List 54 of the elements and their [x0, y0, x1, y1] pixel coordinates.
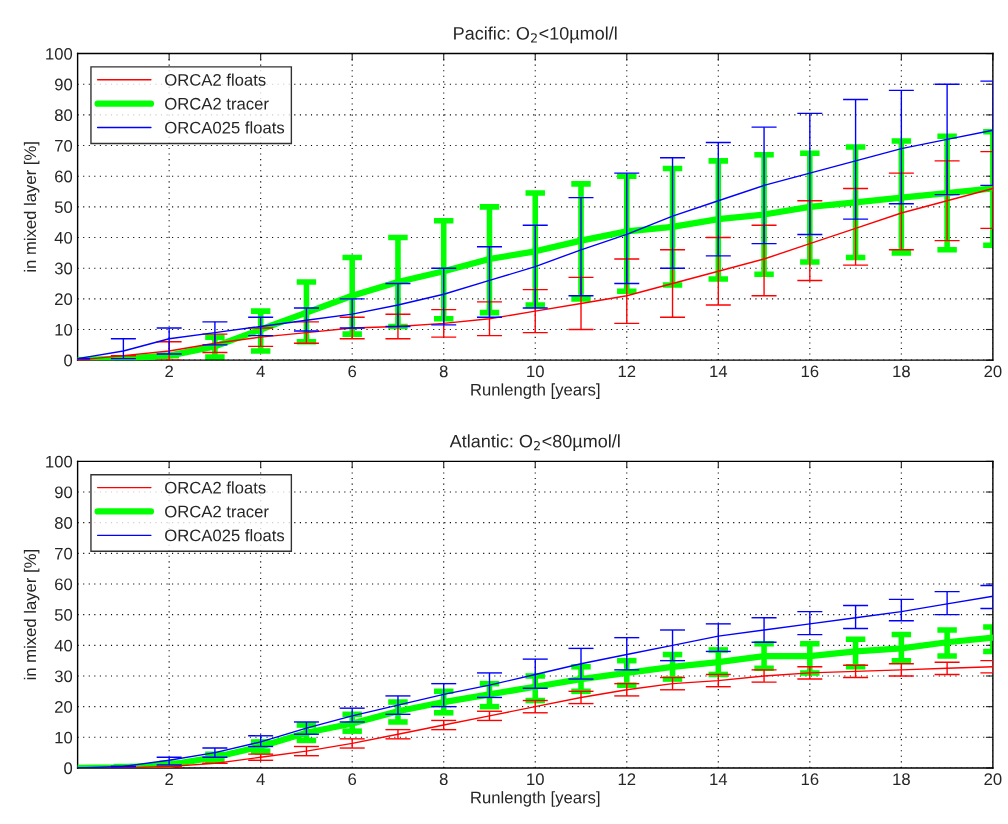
y-tick-label: 80	[54, 109, 73, 122]
x-tick-label: 12	[618, 365, 636, 378]
y-tick-label: 10	[55, 323, 73, 336]
x-tick-label: 2	[165, 773, 173, 785]
x-tick-label: 18	[893, 365, 910, 378]
x-tick-label: 14	[710, 773, 728, 785]
x-tick-label: 8	[439, 773, 448, 786]
x-tick-label: 2	[165, 365, 173, 378]
x-tick-label: 12	[618, 773, 636, 785]
x-tick-label: 14	[710, 365, 728, 378]
x-axis-title: Runlength [years]	[471, 791, 600, 807]
y-tick-label: 50	[54, 609, 73, 621]
legend-label: ORCA2 tracer	[165, 97, 269, 110]
legend-label: ORCA025 floats	[165, 529, 285, 542]
legend-label: ORCA025 floats	[165, 121, 285, 134]
x-tick-label: 20	[984, 365, 1002, 378]
y-tick-label: 30	[54, 670, 73, 683]
y-tick-label: 50	[54, 201, 73, 214]
y-tick-label: 0	[64, 762, 73, 775]
y-tick-label: 90	[55, 78, 73, 91]
chart-title: Pacific: O$_{2}$<10µmol/l	[454, 26, 617, 44]
legend-label: ORCA2 floats	[165, 481, 266, 494]
y-tick-label: 100	[46, 455, 73, 468]
y-axis-title: in mixed layer [%]	[23, 142, 40, 272]
x-tick-label: 16	[801, 365, 819, 378]
x-tick-label: 16	[801, 773, 819, 786]
legend-label: ORCA2 tracer	[165, 505, 269, 518]
y-tick-label: 70	[55, 547, 73, 560]
y-tick-label: 10	[55, 731, 73, 744]
x-tick-label: 6	[348, 365, 357, 378]
y-tick-label: 0	[64, 354, 73, 367]
x-tick-label: 20	[984, 773, 1002, 786]
x-tick-label: 10	[527, 773, 544, 786]
y-tick-label: 30	[54, 262, 73, 275]
x-tick-label: 4	[256, 773, 265, 785]
y-tick-label: 40	[54, 231, 73, 244]
y-tick-label: 20	[55, 293, 73, 306]
chart-title: Atlantic: O$_{2}$<80µmol/l	[449, 434, 620, 452]
y-tick-label: 20	[55, 701, 73, 713]
y-tick-label: 100	[46, 47, 73, 60]
x-axis-title: Runlength [years]	[471, 383, 600, 399]
y-axis-title: in mixed layer [%]	[23, 550, 40, 680]
y-tick-label: 80	[54, 517, 73, 529]
x-tick-label: 4	[256, 365, 265, 378]
x-tick-label: 8	[439, 365, 448, 378]
x-tick-label: 10	[527, 365, 544, 378]
y-tick-label: 60	[55, 578, 73, 591]
y-tick-label: 60	[55, 170, 73, 183]
y-tick-label: 70	[55, 139, 73, 152]
y-tick-label: 40	[54, 639, 73, 652]
x-tick-label: 18	[893, 773, 910, 786]
y-tick-label: 90	[55, 486, 73, 499]
x-tick-label: 6	[348, 773, 357, 786]
legend-label: ORCA2 floats	[165, 73, 266, 86]
